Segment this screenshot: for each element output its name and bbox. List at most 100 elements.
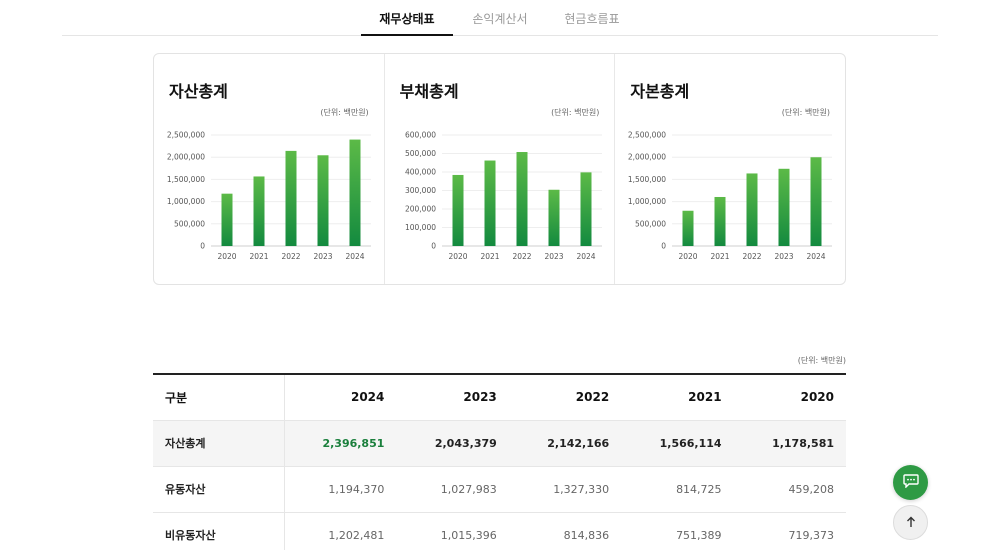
table-unit: (단위: 백만원) [797,356,846,365]
x-tick-label: 2023 [313,252,332,261]
assets-bar-chart: 0 500,000 1,000,000 1,500,000 2,000,000 2,500… [167,131,371,261]
row-label: 자산총계 [153,420,285,467]
chart-unit: (단위: 백만원) [781,108,831,117]
column-header: 2021 [621,373,734,421]
chat-button[interactable] [893,465,928,500]
y-tick-label: 400,000 [405,168,436,177]
y-tick-label: 500,000 [174,219,205,228]
x-tick-label: 2021 [711,252,730,261]
table-cell: 1,178,581 [733,420,846,467]
y-tick-label: 2,000,000 [167,153,205,162]
chart-card-equity: 자본총계 (단위: 백만원) 0 500,000 1,000,000 1,500,00… [615,54,845,284]
y-tick-label: 300,000 [405,186,436,195]
table-cell: 1,027,983 [396,466,509,513]
table-cell: 2,142,166 [508,420,622,467]
chart-cards: 자산총계 (단위: 백만원) 0 500,000 1,000,000 1,500,00… [153,53,846,285]
table-cell: 1,566,114 [621,420,734,467]
chart-title: 자산총계 [169,82,228,101]
x-tick-label: 2020 [679,252,698,261]
table-cell: 2,396,851 [284,420,397,467]
row-label: 유동자산 [153,466,285,513]
table-cell: 1,015,396 [396,512,509,550]
column-header: 2024 [284,373,397,421]
column-header: 2020 [733,373,846,421]
bar[interactable] [516,152,528,246]
y-tick-label: 1,500,000 [628,175,666,184]
arrow-up-icon [906,513,916,532]
table-cell: 814,836 [508,512,622,550]
column-header: 구분 [153,373,285,421]
y-tick-label: 2,500,000 [167,131,205,140]
chart-card-liabilities: 부채총계 (단위: 백만원) 0 100,000 200,000 300,000 400… [385,54,616,284]
chart-unit: (단위: 백만원) [320,108,369,117]
bar[interactable] [548,189,560,246]
y-tick-label: 500,000 [635,219,666,228]
y-tick-label: 100,000 [405,223,436,232]
row-label: 비유동자산 [153,512,285,550]
chart-title: 자본총계 [630,82,690,101]
y-tick-label: 0 [662,242,667,251]
bar[interactable] [682,210,694,246]
table-cell: 459,208 [733,466,846,513]
x-tick-label: 2023 [775,252,794,261]
bar[interactable] [810,157,822,246]
bar[interactable] [714,196,726,246]
x-tick-label: 2024 [576,252,595,261]
x-tick-label: 2024 [345,252,364,261]
y-tick-label: 500,000 [405,149,436,158]
tab-bar: 재무상태표 손익계산서 현금흐름표 [62,0,938,36]
y-tick-label: 1,500,000 [167,175,205,184]
x-tick-label: 2022 [743,252,762,261]
bar[interactable] [285,150,297,246]
bar[interactable] [221,193,233,246]
tab-cash-flow[interactable]: 현금흐름표 [564,12,620,26]
chat-bubble-icon [902,473,919,492]
bar[interactable] [746,173,758,246]
table-cell: 2,043,379 [396,420,509,467]
y-tick-label: 0 [200,242,205,251]
column-header: 2023 [396,373,509,421]
bar[interactable] [253,176,265,246]
bar[interactable] [452,174,464,246]
liabilities-bar-chart: 0 100,000 200,000 300,000 400,000 500,000 600,… [405,131,602,261]
bar[interactable] [317,155,329,246]
x-tick-label: 2022 [512,252,531,261]
x-tick-label: 2021 [480,252,499,261]
chart-unit: (단위: 백만원) [551,108,600,117]
y-tick-label: 0 [431,242,436,251]
y-tick-label: 1,000,000 [167,197,205,206]
equity-bar-chart: 0 500,000 1,000,000 1,500,000 2,000,000 2,500… [628,131,833,261]
tab-income-statement[interactable]: 손익계산서 [472,12,528,26]
table-header-row: 구분 2024 2023 2022 2021 2020 [153,373,846,421]
financial-table: 구분 2024 2023 2022 2021 2020 자산총계 2,396,8… [153,373,846,550]
x-tick-label: 2020 [217,252,236,261]
x-tick-label: 2020 [448,252,467,261]
bar[interactable] [484,160,496,246]
table-cell: 1,194,370 [284,466,397,513]
table-cell: 1,202,481 [284,512,397,550]
bar[interactable] [580,172,592,246]
y-tick-label: 200,000 [405,205,436,214]
table-row: 유동자산 1,194,370 1,027,983 1,327,330 814,7… [153,466,846,513]
x-tick-label: 2024 [807,252,826,261]
table-cell: 719,373 [733,512,846,550]
x-tick-label: 2022 [281,252,300,261]
y-tick-label: 2,500,000 [628,131,666,140]
scroll-to-top-button[interactable] [893,505,928,540]
table-row: 자산총계 2,396,851 2,043,379 2,142,166 1,566… [153,420,846,467]
bar[interactable] [349,139,361,246]
chart-card-assets: 자산총계 (단위: 백만원) 0 500,000 1,000,000 1,500,00… [154,54,385,284]
y-tick-label: 2,000,000 [628,153,666,162]
table-cell: 1,327,330 [508,466,622,513]
tab-balance-sheet[interactable]: 재무상태표 [361,10,453,36]
table-cell: 751,389 [621,512,734,550]
chart-title: 부채총계 [399,82,459,101]
table-cell: 814,725 [621,466,734,513]
bar[interactable] [778,168,790,246]
x-tick-label: 2023 [544,252,563,261]
table-row: 비유동자산 1,202,481 1,015,396 814,836 751,38… [153,512,846,550]
x-tick-label: 2021 [249,252,268,261]
y-tick-label: 600,000 [405,131,436,140]
y-tick-label: 1,000,000 [628,197,666,206]
column-header: 2022 [508,373,622,421]
